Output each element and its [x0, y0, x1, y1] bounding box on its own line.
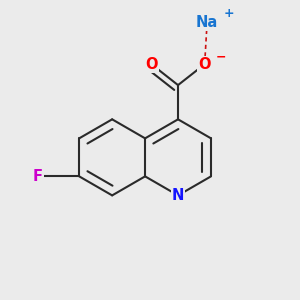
Text: N: N: [172, 188, 184, 203]
Text: F: F: [32, 169, 42, 184]
Text: Na: Na: [196, 15, 218, 30]
Text: −: −: [215, 50, 226, 63]
Text: O: O: [145, 57, 158, 72]
Text: +: +: [224, 7, 235, 20]
Text: O: O: [198, 57, 211, 72]
